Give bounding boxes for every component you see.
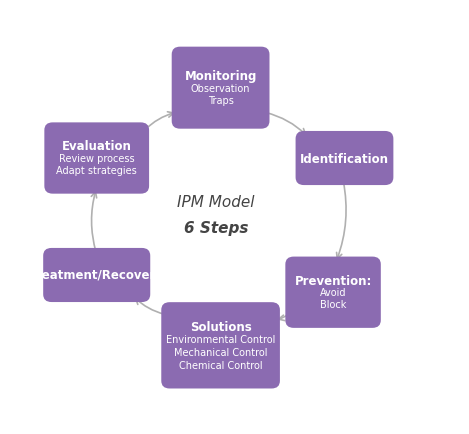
Text: Avoid: Avoid [320,288,346,298]
Text: Solutions: Solutions [190,320,251,333]
FancyArrowPatch shape [136,299,164,315]
Text: Mechanical Control: Mechanical Control [174,347,267,357]
FancyBboxPatch shape [295,132,393,186]
Text: Treatment/Recovery: Treatment/Recovery [30,269,164,282]
Text: 6 Steps: 6 Steps [184,220,248,235]
Text: Observation: Observation [191,83,250,93]
FancyArrowPatch shape [266,113,305,135]
FancyBboxPatch shape [285,257,381,328]
Text: Adapt strategies: Adapt strategies [56,166,137,176]
FancyBboxPatch shape [43,248,150,302]
Text: Chemical Control: Chemical Control [179,360,263,370]
FancyBboxPatch shape [45,123,149,194]
Text: Traps: Traps [208,95,234,105]
Text: Identification: Identification [300,152,389,165]
Text: Prevention:: Prevention: [295,274,372,287]
Text: IPM Model: IPM Model [177,194,255,210]
Text: Monitoring: Monitoring [184,70,257,83]
FancyArrowPatch shape [145,112,174,131]
FancyBboxPatch shape [172,48,270,129]
FancyArrowPatch shape [337,181,346,259]
FancyArrowPatch shape [91,192,97,253]
FancyBboxPatch shape [161,302,280,388]
FancyArrowPatch shape [279,314,289,321]
Text: Environmental Control: Environmental Control [166,334,275,344]
Text: Block: Block [320,299,346,309]
Text: Review process: Review process [59,154,135,164]
Text: Evaluation: Evaluation [62,140,132,153]
